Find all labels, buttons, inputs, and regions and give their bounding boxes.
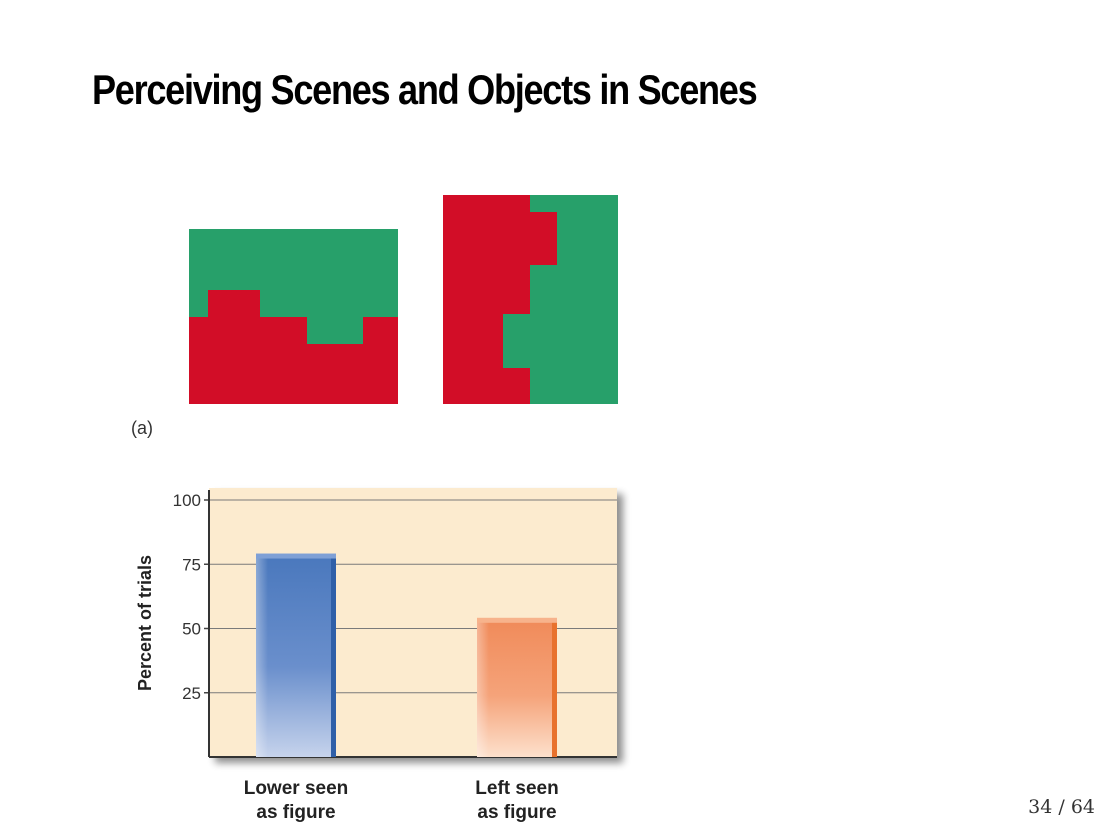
bar-2-highlight <box>477 620 489 757</box>
bar-2-edge <box>552 620 557 757</box>
bar-2-cap <box>477 617 557 623</box>
stimulus-lower-figure <box>189 229 398 404</box>
slide-title: Perceiving Scenes and Objects in Scenes <box>92 66 758 113</box>
stimulus-red-region <box>443 195 557 404</box>
bar-1-highlight <box>256 556 268 757</box>
bar-1 <box>256 556 336 757</box>
y-axis-label: Percent of trials <box>135 555 155 691</box>
page-number: 34 / 64 <box>1028 796 1095 818</box>
y-tick-label-75: 75 <box>182 555 201 574</box>
stimulus-red-region <box>189 290 398 404</box>
x-tick-label-1-line-1: Lower seen <box>244 778 349 799</box>
x-tick-label-1-line-2: as figure <box>256 802 335 823</box>
x-tick-label-2-line-1: Left seen <box>475 778 558 799</box>
panel-label: (a) <box>131 418 153 438</box>
bar-1-cap <box>256 553 336 559</box>
y-tick-label-25: 25 <box>182 684 201 703</box>
stimulus-left-figure <box>443 195 618 404</box>
y-tick-label-50: 50 <box>182 620 201 639</box>
y-tick-label-100: 100 <box>173 491 201 510</box>
x-tick-label-2-line-2: as figure <box>477 802 556 823</box>
bar-2 <box>477 620 557 757</box>
bar-1-edge <box>331 556 336 757</box>
